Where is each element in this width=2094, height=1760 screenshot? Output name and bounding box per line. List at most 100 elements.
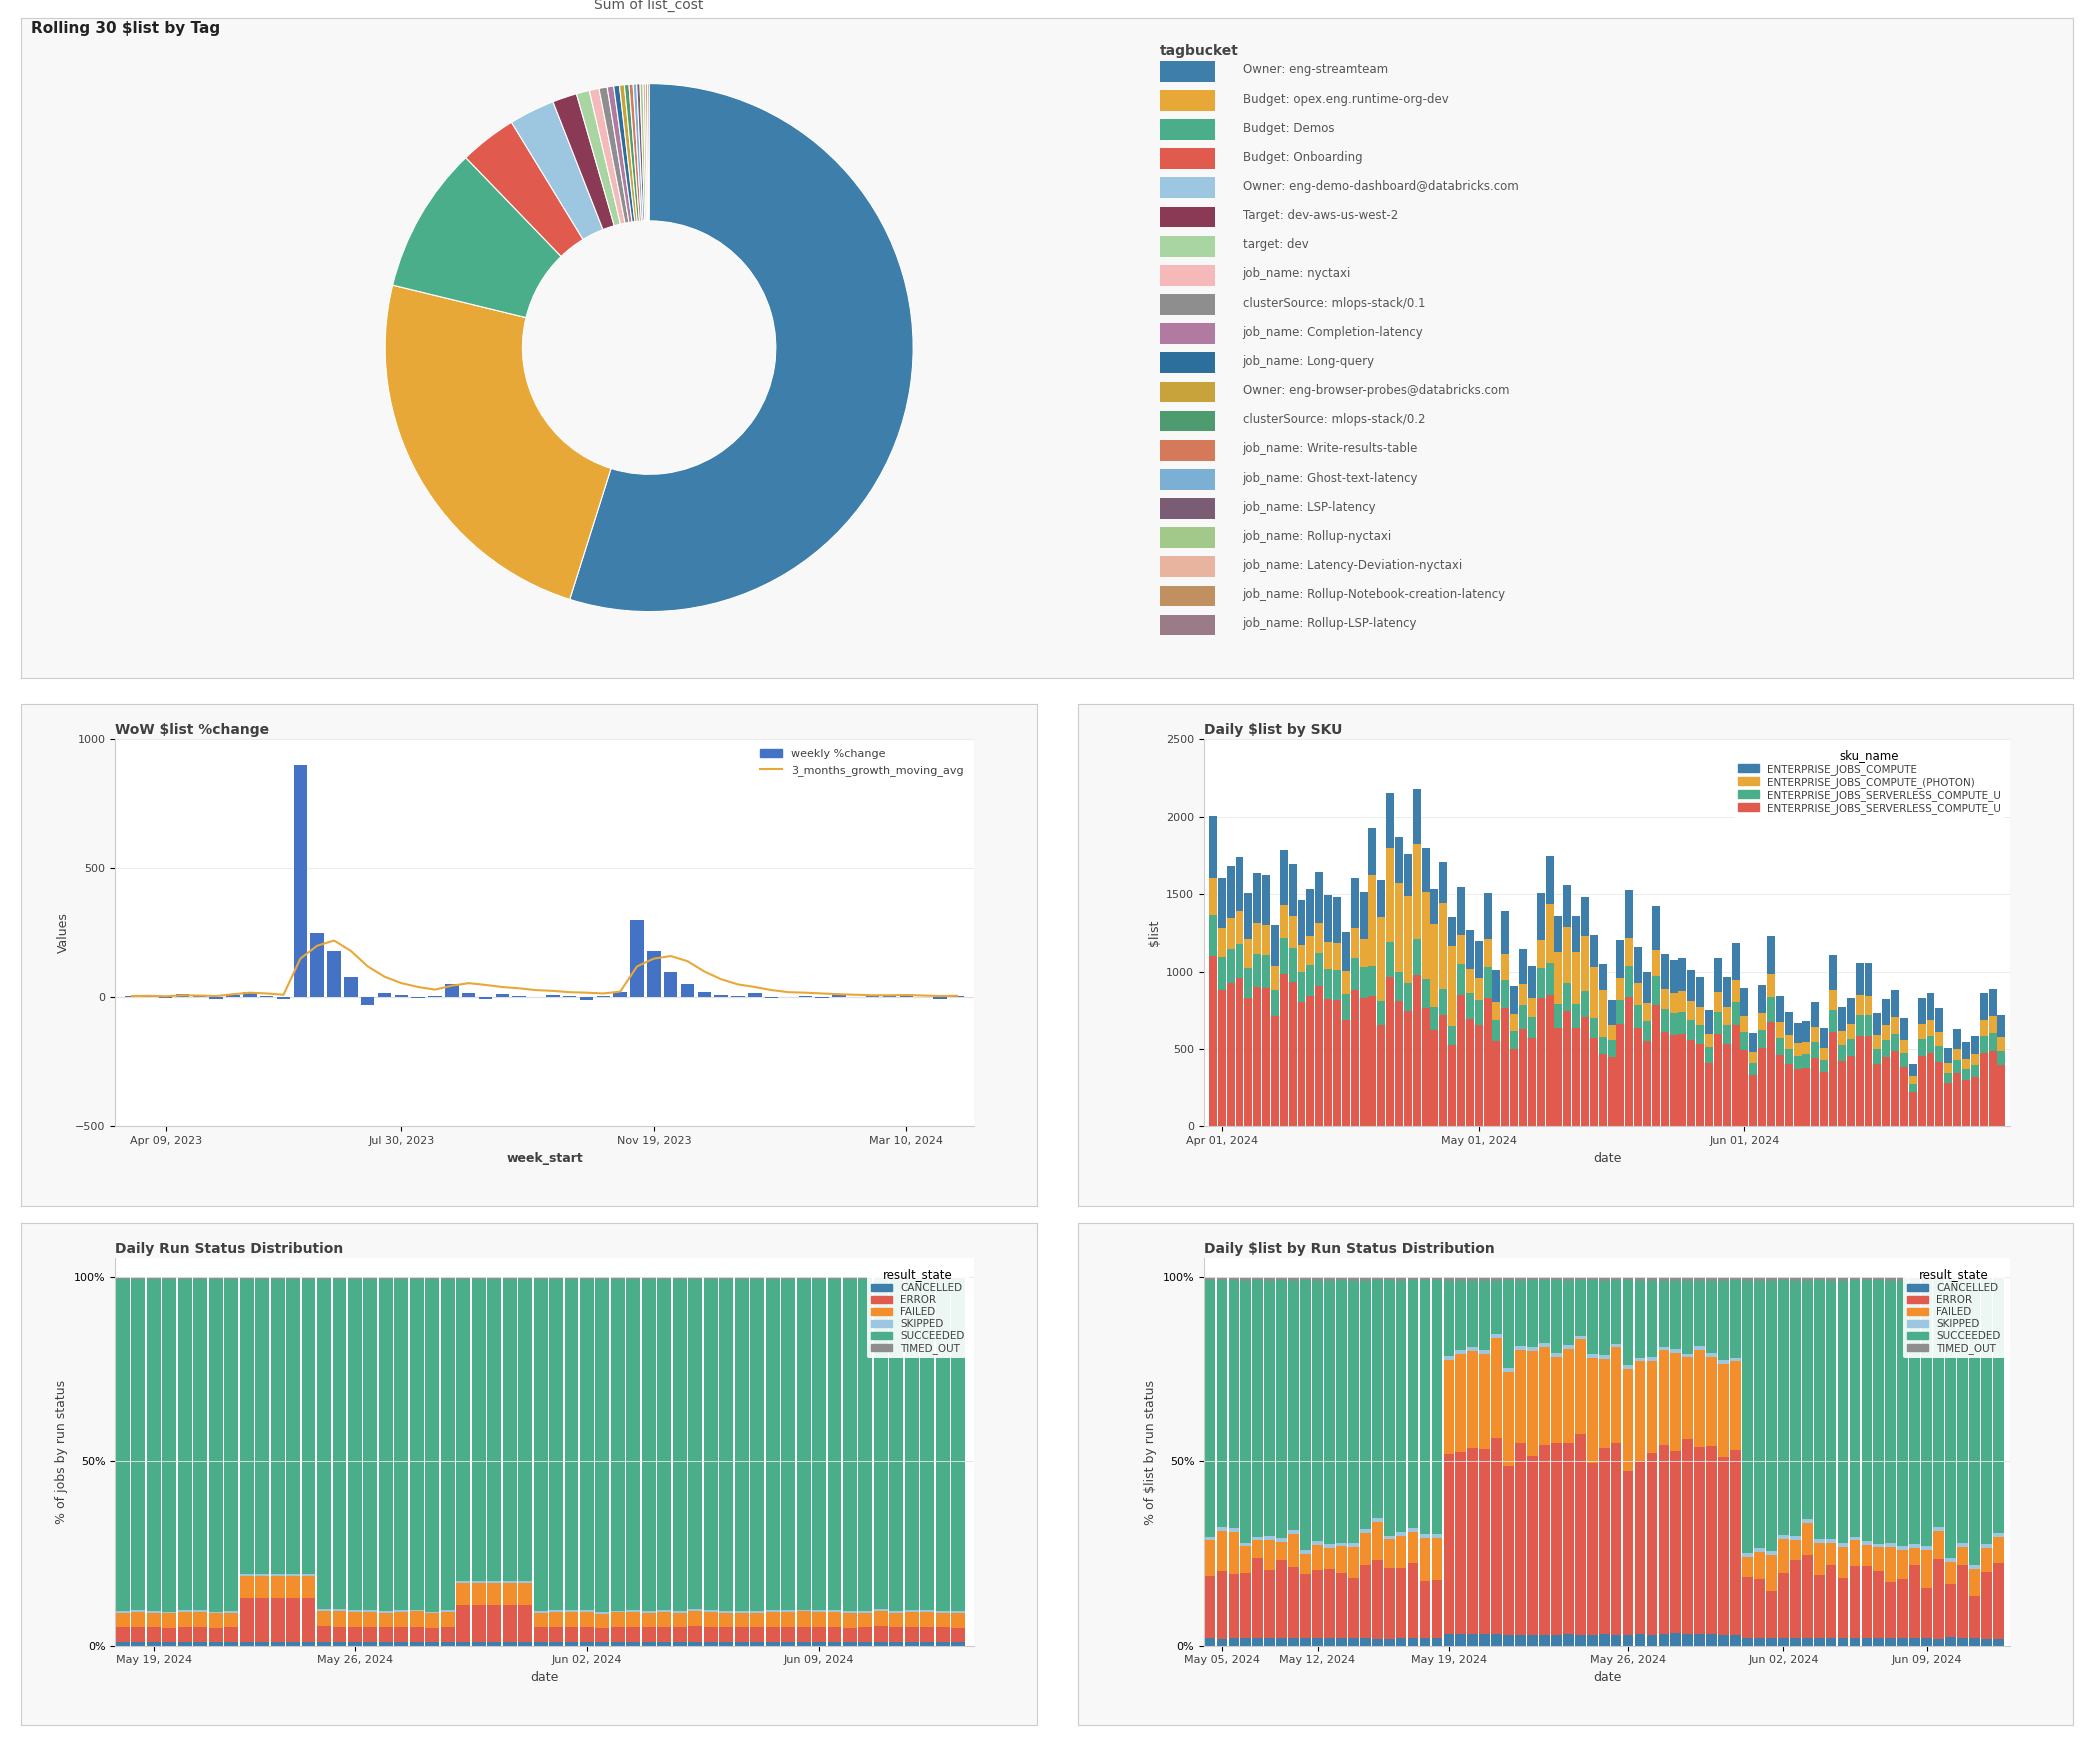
Bar [859, 1642, 873, 1646]
Bar [1933, 1639, 1943, 1646]
Bar [310, 933, 325, 998]
Bar [1449, 917, 1455, 947]
Bar [1646, 1281, 1656, 1357]
Bar [565, 1280, 578, 1610]
Bar [1847, 998, 1855, 1024]
Bar [1397, 1639, 1407, 1646]
Bar [890, 1612, 903, 1628]
Bar [379, 1280, 394, 1610]
Bar [1204, 1281, 1215, 1536]
Bar [766, 1626, 779, 1642]
Text: job_name: nyctaxi: job_name: nyctaxi [1242, 268, 1351, 280]
Bar [614, 993, 626, 998]
Bar [1897, 1281, 1908, 1545]
Bar [442, 1276, 454, 1280]
Bar [1874, 1063, 1880, 1126]
Bar [132, 1280, 144, 1610]
Bar [1989, 989, 1996, 1017]
Bar [364, 1642, 377, 1646]
Bar [827, 1276, 842, 1280]
Bar [1820, 1028, 1828, 1047]
Bar [1918, 1056, 1926, 1126]
Bar [1537, 998, 1545, 1126]
Bar [1922, 1551, 1933, 1588]
FancyBboxPatch shape [1160, 206, 1215, 227]
Bar [534, 1610, 547, 1612]
Bar [1707, 1281, 1717, 1353]
Bar [643, 1612, 655, 1628]
Bar [595, 1278, 609, 1612]
Bar [890, 1610, 903, 1612]
Bar [1646, 1360, 1656, 1452]
Bar [1828, 1033, 1836, 1126]
Bar [1671, 1452, 1681, 1633]
Bar [1501, 954, 1510, 980]
Bar [873, 1280, 888, 1609]
Bar [1420, 1281, 1430, 1535]
Bar [750, 1612, 764, 1628]
Bar [1516, 1443, 1527, 1635]
Bar [209, 1614, 222, 1628]
Bar [1811, 1026, 1820, 1042]
Bar [1600, 1276, 1610, 1281]
Bar [1323, 1639, 1334, 1646]
Bar [1277, 1276, 1288, 1281]
Bar [239, 1575, 253, 1598]
Bar [1625, 938, 1633, 966]
Bar [658, 1280, 672, 1610]
Bar [1397, 1276, 1407, 1281]
Text: job_name: Rollup-LSP-latency: job_name: Rollup-LSP-latency [1242, 618, 1418, 630]
Bar [1537, 940, 1545, 968]
Bar [1855, 1016, 1864, 1037]
Bar [316, 1626, 331, 1642]
Bar [1279, 905, 1288, 938]
Bar [1874, 1572, 1885, 1639]
Bar [921, 1280, 934, 1610]
Bar [1910, 1276, 1920, 1281]
Bar [1713, 993, 1721, 1012]
Bar [1277, 1639, 1288, 1646]
Bar [1811, 1042, 1820, 1058]
Bar [1516, 1281, 1527, 1346]
Bar [287, 1598, 299, 1642]
Bar [1359, 1529, 1372, 1533]
Bar [1334, 896, 1340, 943]
Bar [1539, 1445, 1550, 1635]
Bar [1336, 1639, 1346, 1646]
Bar [1491, 1438, 1501, 1633]
Bar [1795, 1070, 1801, 1126]
Bar [1439, 1016, 1447, 1126]
Bar [1755, 1281, 1765, 1549]
Bar [1707, 1635, 1717, 1646]
Bar [859, 1628, 873, 1642]
Bar [1795, 1056, 1801, 1070]
Bar [364, 1626, 377, 1642]
Bar [1510, 1031, 1518, 1049]
Bar [1652, 977, 1661, 1005]
Bar [766, 1610, 779, 1612]
Bar [1204, 1639, 1215, 1646]
Bar [611, 1280, 624, 1610]
Bar [503, 1276, 517, 1280]
Bar [1625, 891, 1633, 938]
Bar [1217, 1531, 1227, 1570]
Bar [1981, 1276, 1991, 1280]
Bar [1968, 1281, 1979, 1565]
Bar [1573, 1005, 1581, 1028]
Bar [796, 1276, 810, 1280]
Bar [1623, 1276, 1633, 1281]
Bar [1713, 1012, 1721, 1033]
Bar [1235, 857, 1244, 912]
Bar [1989, 1033, 1996, 1051]
Bar [425, 1614, 440, 1628]
Bar [333, 1626, 346, 1642]
Bar [1252, 1276, 1263, 1281]
Bar [1874, 1276, 1885, 1281]
Bar [1849, 1281, 1859, 1536]
Bar [1265, 1276, 1275, 1281]
Bar [859, 1610, 873, 1612]
Bar [1227, 984, 1235, 1126]
Bar [1378, 880, 1386, 917]
Text: Budget: Demos: Budget: Demos [1242, 121, 1334, 136]
Bar [781, 1626, 796, 1642]
